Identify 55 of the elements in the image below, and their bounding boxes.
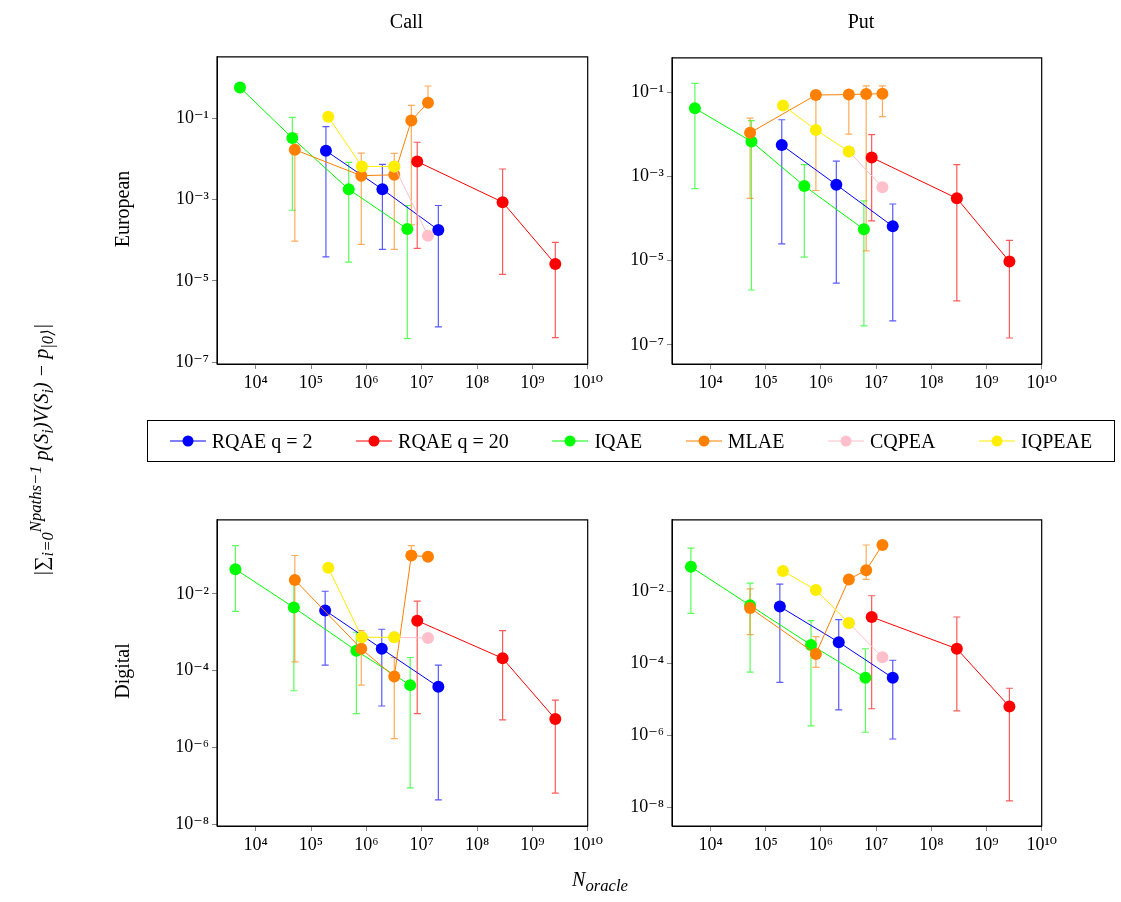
chart-title: Call xyxy=(388,10,425,33)
y-tick-label: 10⁻⁴ xyxy=(630,651,664,672)
x-tick-label: 10⁶ xyxy=(354,371,379,392)
x-tick-label: 10⁷ xyxy=(863,371,889,392)
y-tick-label: 10⁻¹ xyxy=(631,80,664,101)
x-tick-label: 10⁶ xyxy=(808,371,834,392)
x-tick-label: 10⁹ xyxy=(520,833,545,854)
x-tick-label: 10⁷ xyxy=(409,833,434,854)
x-tick-label: 10¹⁰ xyxy=(1026,371,1058,392)
x-axis-title: N$_{oracle}$ xyxy=(572,868,628,895)
y-tick-label: 10⁻² xyxy=(176,582,209,603)
x-tick-label: 10⁴ xyxy=(243,371,268,392)
x-tick-label: 10⁷ xyxy=(863,833,889,854)
legend-label: CQPEA xyxy=(869,429,936,453)
x-tick-label: 10⁶ xyxy=(808,833,834,854)
x-tick-label: 10⁵ xyxy=(753,833,778,854)
y-tick-label: 10⁻¹ xyxy=(176,107,209,128)
x-tick-label: 10⁸ xyxy=(464,833,490,854)
x-tick-label: 10⁵ xyxy=(298,833,324,854)
y-tick-label: 10⁻² xyxy=(631,579,664,600)
y-tick-label: 10⁻⁴ xyxy=(175,659,209,680)
chart-title: Put xyxy=(846,10,876,33)
x-tick-label: 10⁷ xyxy=(409,371,434,392)
x-tick-label: 10⁴ xyxy=(698,833,723,854)
y-tick-label: 10⁻³ xyxy=(631,165,665,186)
x-tick-label: 10⁸ xyxy=(919,833,944,854)
y-tick-label: 10⁻⁷ xyxy=(175,350,209,371)
x-tick-label: 10⁸ xyxy=(919,371,944,392)
x-tick-label: 10⁹ xyxy=(520,371,545,392)
x-tick-label: 10⁵ xyxy=(298,371,324,392)
legend-label: RQAE q = 20 xyxy=(398,429,509,453)
y-tick-label: 10⁻⁷ xyxy=(630,333,664,354)
x-tick-label: 10¹⁰ xyxy=(1026,833,1058,854)
y-tick-label: 10⁻⁸ xyxy=(175,812,209,833)
y-tick-label: 10⁻⁵ xyxy=(630,249,664,270)
legend-label: RQAE q = 2 xyxy=(211,429,313,453)
x-tick-label: 10⁶ xyxy=(354,833,379,854)
x-tick-label: 10⁹ xyxy=(974,833,999,854)
y-axis-title: European xyxy=(110,170,134,247)
x-tick-label: 10⁸ xyxy=(464,371,490,392)
legend-label: IQAE xyxy=(594,429,643,453)
x-tick-label: 10⁹ xyxy=(974,371,999,392)
y-axis-title: Digital xyxy=(110,643,134,699)
y-tick-label: 10⁻⁶ xyxy=(175,736,209,757)
y-tick-label: 10⁻⁵ xyxy=(175,269,209,290)
x-tick-label: 10¹⁰ xyxy=(572,371,604,392)
x-tick-label: 10⁴ xyxy=(698,371,723,392)
y-tick-label: 10⁻³ xyxy=(176,188,210,209)
y-tick-label: 10⁻⁸ xyxy=(630,795,664,816)
y-tick-label: 10⁻⁶ xyxy=(630,723,664,744)
legend-label: MLAE xyxy=(727,429,785,453)
x-tick-label: 10¹⁰ xyxy=(572,833,604,854)
x-tick-label: 10⁴ xyxy=(243,833,268,854)
x-tick-label: 10⁵ xyxy=(753,371,778,392)
legend-label: IQPEAE xyxy=(1021,429,1093,453)
